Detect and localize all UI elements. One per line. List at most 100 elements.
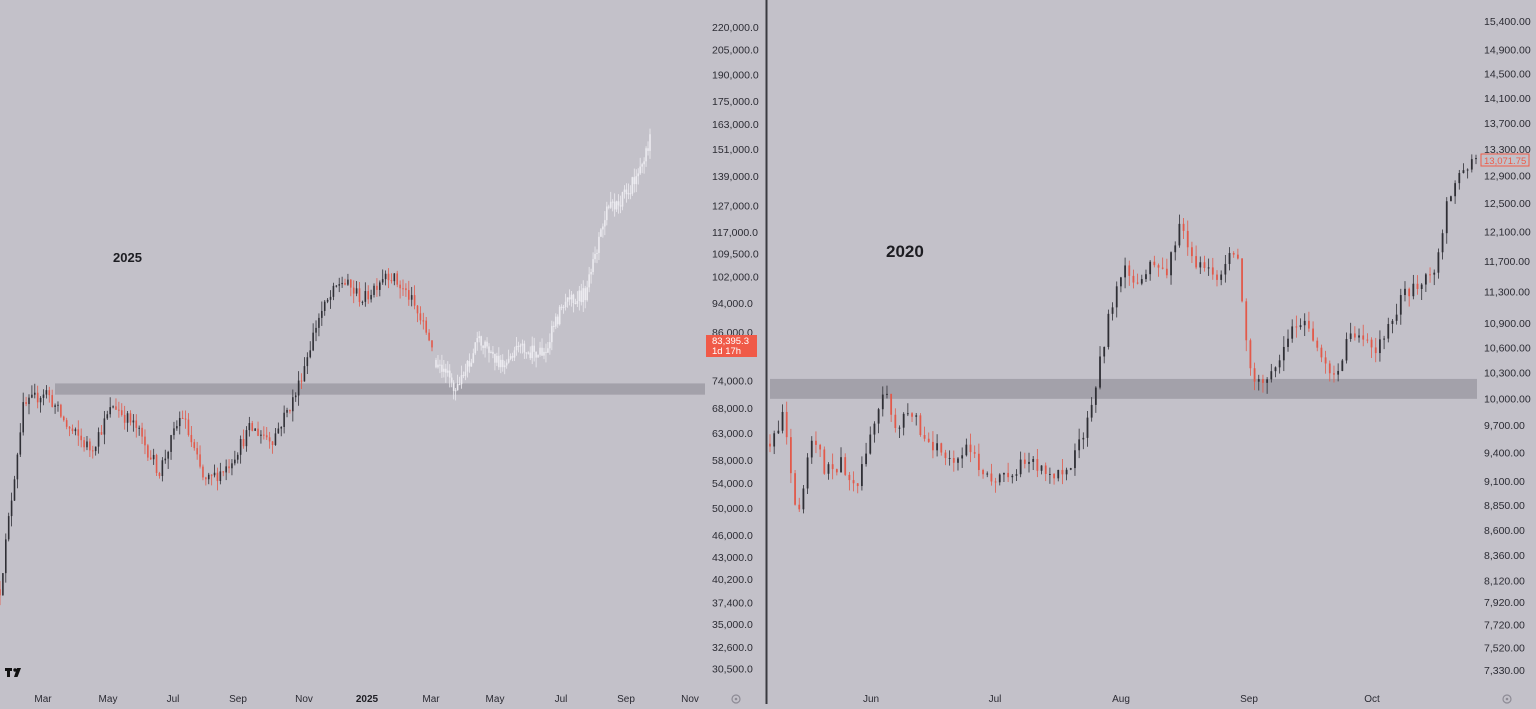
projection-candle <box>570 290 573 307</box>
candle <box>1099 346 1101 390</box>
candle <box>19 423 22 458</box>
candle <box>329 290 332 309</box>
y-tick-label: 37,400.0 <box>712 597 753 609</box>
y-tick-label: 35,000.0 <box>712 619 753 631</box>
projection-candle <box>501 354 504 372</box>
candle <box>1299 318 1302 330</box>
candle <box>1128 260 1131 286</box>
projection-candle <box>445 363 447 383</box>
projection-candle <box>478 331 480 343</box>
candle <box>416 304 419 323</box>
candle <box>254 427 256 431</box>
y-tick-label: 11,300.00 <box>1484 286 1530 298</box>
candle <box>22 392 24 436</box>
projection-candle <box>643 157 645 174</box>
candle <box>126 411 129 432</box>
candle <box>216 467 219 491</box>
y-tick-label: 74,000.0 <box>712 376 753 388</box>
candle <box>944 449 947 466</box>
candle <box>1078 428 1081 459</box>
right-current-price: 13,071.75 <box>1484 156 1526 167</box>
candle <box>4 533 7 583</box>
candle <box>990 463 993 486</box>
candle <box>890 393 893 422</box>
candle <box>80 428 82 448</box>
candle <box>1349 322 1352 342</box>
candle <box>1057 469 1060 482</box>
candle <box>1408 287 1411 307</box>
projection-candle <box>456 374 459 391</box>
projection-candle <box>443 360 445 378</box>
candle <box>1019 451 1022 478</box>
projection-candle <box>639 157 641 175</box>
candle <box>1270 363 1273 383</box>
candle <box>405 283 407 297</box>
x-tick-label: Nov <box>295 694 313 704</box>
projection-candle <box>578 285 581 311</box>
y-tick-label: 14,100.00 <box>1484 93 1531 105</box>
y-tick-label: 9,700.00 <box>1484 420 1525 432</box>
left-current-price: 83,395.3 <box>712 336 749 347</box>
projection-candle <box>533 337 535 362</box>
candle <box>213 464 216 478</box>
candle <box>1433 269 1436 286</box>
projection-candle <box>517 341 520 353</box>
candle <box>777 420 780 435</box>
candle <box>184 410 187 429</box>
left-settings-icon[interactable] <box>731 694 741 704</box>
candle <box>390 273 393 284</box>
projection-candle <box>564 293 567 311</box>
tradingview-logo-icon[interactable] <box>5 668 21 677</box>
candle <box>1366 333 1369 344</box>
candle <box>367 285 370 304</box>
candle <box>358 282 361 307</box>
right-chart-panel: 15,400.00 14,900.00 14,500.00 14,100.00 13,7… <box>769 16 1531 705</box>
candle <box>268 431 271 449</box>
candle <box>1032 456 1035 471</box>
candle <box>886 385 888 399</box>
right-settings-icon[interactable] <box>1502 694 1512 704</box>
candle <box>132 414 135 432</box>
y-tick-label: 14,500.00 <box>1484 68 1531 80</box>
projection-candle <box>484 340 486 358</box>
projection-candle <box>521 339 524 354</box>
candle <box>408 280 410 306</box>
projection-candle <box>515 336 518 356</box>
candle <box>164 449 167 464</box>
x-tick-label: May <box>486 694 505 704</box>
projection-candle <box>454 387 457 401</box>
projection-candle <box>594 246 596 263</box>
candle <box>431 340 433 352</box>
candle <box>257 421 259 437</box>
projection-candle <box>482 345 484 355</box>
y-tick-label: 220,000.0 <box>712 22 759 34</box>
y-tick-label: 7,330.00 <box>1484 665 1525 677</box>
projection-candle <box>598 232 600 261</box>
candle <box>193 439 196 451</box>
candle <box>961 447 964 468</box>
projection-candle <box>462 371 465 379</box>
candle <box>135 414 138 438</box>
candle <box>1082 432 1085 450</box>
candle <box>1424 272 1427 292</box>
projection-candle <box>649 128 651 159</box>
candle <box>773 430 776 455</box>
candle <box>1211 257 1214 280</box>
candle <box>1203 255 1206 272</box>
candle <box>387 268 390 289</box>
y-tick-label: 10,000.00 <box>1484 393 1531 405</box>
y-tick-label: 8,360.00 <box>1484 550 1525 562</box>
x-tick-label: Sep <box>229 694 247 704</box>
projection-candle <box>476 331 479 351</box>
candle <box>794 470 796 506</box>
candle <box>1170 251 1172 285</box>
projection-candle <box>486 337 488 349</box>
candle <box>1383 335 1385 350</box>
projection-candle <box>448 364 451 388</box>
candle <box>100 425 103 436</box>
projection-candle <box>505 359 508 369</box>
candle <box>840 447 842 473</box>
candle <box>123 405 126 430</box>
y-tick-label: 7,720.00 <box>1484 620 1525 632</box>
candle <box>306 352 309 375</box>
